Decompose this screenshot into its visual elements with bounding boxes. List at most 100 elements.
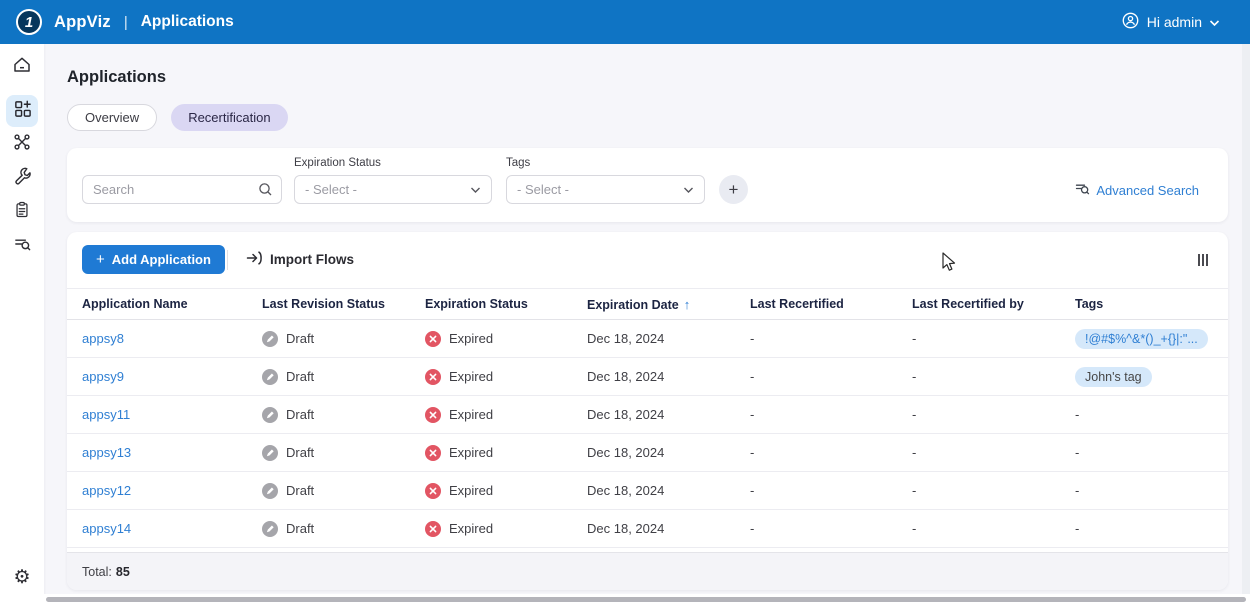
expired-status-icon	[425, 520, 441, 537]
page-title: Applications	[67, 68, 167, 86]
col-header-expiration-status[interactable]: Expiration Status	[425, 297, 528, 311]
col-header-expiration-date[interactable]: Expiration Date ↑	[587, 297, 750, 312]
chevron-down-icon	[1209, 14, 1220, 30]
table-row[interactable]: appsy14 Draft Expired Dec 18, 2024 - - -	[67, 510, 1228, 548]
user-greeting: Hi admin	[1146, 14, 1202, 30]
expiration-status-label: Expired	[449, 483, 494, 498]
application-name-link[interactable]: appsy13	[82, 445, 132, 460]
expiration-date-cell: Dec 18, 2024	[587, 407, 665, 422]
table-header-row: Application Name Last Revision Status Ex…	[67, 288, 1228, 320]
tags-select-value: - Select -	[517, 182, 570, 197]
filter-panel: Expiration Status - Select - Tags - Sele…	[67, 148, 1228, 222]
col-header-last-recertified[interactable]: Last Recertified	[750, 297, 844, 311]
tag-pill: -	[1075, 521, 1080, 536]
column-settings-icon[interactable]	[1198, 254, 1208, 266]
add-application-button[interactable]: + Add Application	[82, 245, 225, 274]
last-recertified-by-cell: -	[912, 445, 917, 460]
table-row[interactable]: appsy11 Draft Expired Dec 18, 2024 - - -	[67, 396, 1228, 434]
search-icon	[258, 182, 273, 202]
tags-select[interactable]: - Select -	[506, 175, 705, 204]
applications-grid-icon	[13, 99, 32, 123]
tag-pill: !@#$%^&*()_+{}|:"...	[1075, 329, 1208, 349]
revision-status-label: Draft	[286, 369, 315, 384]
table-row[interactable]: appsy12 Draft Expired Dec 18, 2024 - - -	[67, 472, 1228, 510]
tab-recertification[interactable]: Recertification	[171, 104, 288, 131]
header-page-title: Applications	[140, 13, 234, 30]
expiration-status-select-value: - Select -	[305, 182, 358, 197]
revision-status-label: Draft	[286, 483, 315, 498]
expiration-date-cell: Dec 18, 2024	[587, 521, 665, 536]
add-filter-button[interactable]: +	[719, 175, 748, 204]
col-header-last-revision-status[interactable]: Last Revision Status	[262, 297, 385, 311]
sidebar-item-home[interactable]	[5, 50, 39, 84]
application-name-link[interactable]: appsy12	[82, 483, 132, 498]
advanced-search-icon	[1075, 181, 1090, 199]
draft-status-icon	[262, 406, 278, 423]
expiration-date-cell: Dec 18, 2024	[587, 445, 665, 460]
appviz-logo: 1	[16, 9, 42, 35]
tab-bar: Overview Recertification	[67, 104, 288, 131]
revision-status-label: Draft	[286, 521, 315, 536]
table-toolbar: + Add Application Import Flows	[67, 232, 1228, 288]
advanced-search-label: Advanced Search	[1096, 182, 1199, 198]
last-recertified-cell: -	[750, 445, 755, 460]
application-name-link[interactable]: appsy8	[82, 331, 124, 346]
expired-status-icon	[425, 444, 441, 461]
vertical-scrollbar[interactable]	[1242, 44, 1250, 604]
expiration-status-label: Expired	[449, 445, 494, 460]
application-name-link[interactable]: appsy11	[82, 407, 131, 422]
sidebar-item-flows[interactable]	[5, 127, 39, 161]
last-recertified-by-cell: -	[912, 407, 917, 422]
application-name-link[interactable]: appsy14	[82, 521, 132, 536]
last-recertified-by-cell: -	[912, 331, 917, 346]
total-value: 85	[115, 564, 130, 579]
table-row[interactable]: appsy8 Draft Expired Dec 18, 2024 - - !@…	[67, 320, 1228, 358]
last-recertified-by-cell: -	[912, 483, 917, 498]
toolbar-divider	[227, 250, 228, 270]
draft-status-icon	[262, 444, 278, 461]
applications-table-panel: + Add Application Import Flows Applicati…	[67, 232, 1228, 590]
search-input[interactable]	[82, 175, 282, 204]
expiration-status-label: Expired	[449, 331, 494, 346]
last-recertified-cell: -	[750, 521, 755, 536]
chevron-down-icon	[683, 182, 694, 197]
col-header-last-recertified-by[interactable]: Last Recertified by	[912, 297, 1024, 311]
tag-pill: -	[1075, 407, 1080, 422]
horizontal-scrollbar[interactable]	[44, 594, 1250, 604]
sidebar: ⚙	[0, 44, 44, 604]
sidebar-item-settings[interactable]: ⚙	[5, 560, 39, 594]
table-body: appsy8 Draft Expired Dec 18, 2024 - - !@…	[67, 320, 1228, 548]
gear-icon: ⚙	[13, 566, 31, 588]
sort-asc-icon[interactable]: ↑	[683, 296, 691, 312]
application-name-link[interactable]: appsy9	[82, 369, 124, 384]
advanced-search-link[interactable]: Advanced Search	[1075, 181, 1199, 199]
user-menu[interactable]: Hi admin	[1121, 11, 1234, 33]
expired-status-icon	[425, 330, 441, 347]
import-flows-button[interactable]: Import Flows	[240, 245, 360, 274]
col-header-tags[interactable]: Tags	[1075, 297, 1104, 311]
top-header: 1 AppViz | Applications Hi admin	[0, 0, 1250, 44]
draft-status-icon	[262, 368, 278, 385]
table-row[interactable]: appsy9 Draft Expired Dec 18, 2024 - - Jo…	[67, 358, 1228, 396]
clipboard-icon	[13, 200, 31, 224]
col-header-application-name[interactable]: Application Name	[82, 297, 188, 311]
brand-separator: |	[123, 13, 128, 31]
expiration-status-label: Expired	[449, 407, 494, 422]
sidebar-item-applications[interactable]	[6, 95, 38, 127]
sidebar-item-tools[interactable]	[5, 161, 39, 195]
table-row[interactable]: appsy13 Draft Expired Dec 18, 2024 - - -	[67, 434, 1228, 472]
tag-pill: -	[1075, 445, 1080, 460]
revision-status-label: Draft	[286, 331, 315, 346]
tab-overview[interactable]: Overview	[67, 104, 158, 131]
last-recertified-cell: -	[750, 369, 755, 384]
expiration-status-select[interactable]: - Select -	[294, 175, 492, 204]
last-recertified-cell: -	[750, 407, 755, 422]
tag-pill: -	[1075, 483, 1080, 498]
last-recertified-by-cell: -	[912, 521, 917, 536]
last-recertified-by-cell: -	[912, 369, 917, 384]
horizontal-scrollbar-thumb[interactable]	[46, 597, 1246, 602]
sidebar-item-reports[interactable]	[5, 195, 39, 229]
user-icon	[1121, 11, 1140, 33]
draft-status-icon	[262, 330, 278, 347]
sidebar-item-audit-search[interactable]	[5, 229, 39, 263]
